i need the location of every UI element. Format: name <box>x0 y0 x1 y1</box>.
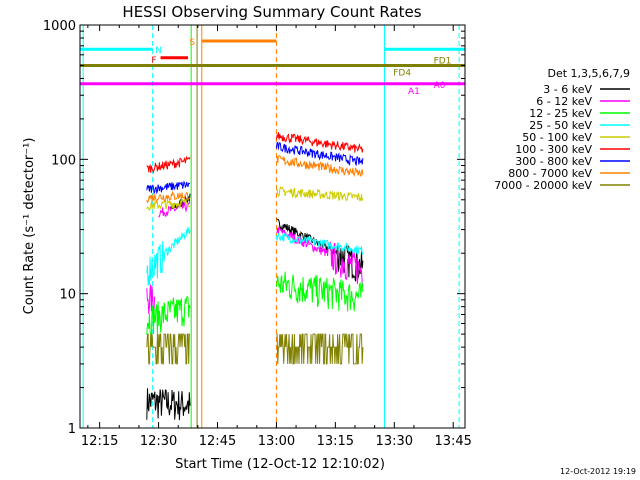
plot-frame <box>79 24 466 429</box>
flag-label-fd4: FD4 <box>393 68 411 78</box>
y-tick-label: 1000 <box>43 19 76 34</box>
series-line <box>146 388 191 421</box>
flag-label-a0: A0 <box>434 81 446 91</box>
legend-entry-label: 100 - 300 keV <box>515 143 592 156</box>
series-line <box>275 232 364 256</box>
legend-entry-label: 50 - 100 keV <box>522 131 592 144</box>
x-tick-label: 13:45 <box>434 434 471 449</box>
chart-title: HESSI Observing Summary Count Rates <box>122 3 421 21</box>
series-line <box>146 190 191 204</box>
legend-entry-label: 3 - 6 keV <box>543 83 592 96</box>
legend-entry-label: 800 - 7000 keV <box>508 167 592 180</box>
legend-entry-label: 6 - 12 keV <box>536 95 592 108</box>
y-tick-label: 1 <box>68 422 76 437</box>
legend-entry-label: 300 - 800 keV <box>515 155 592 168</box>
series-line <box>275 271 364 312</box>
x-tick-label: 13:15 <box>317 434 354 449</box>
series-line <box>146 180 191 195</box>
series-line <box>146 198 191 212</box>
flag-label-s: S <box>189 38 195 48</box>
x-tick-label: 12:45 <box>199 434 236 449</box>
flag-label-n: N <box>155 46 162 56</box>
series-line <box>276 333 364 365</box>
legend-entry-label: 25 - 50 keV <box>529 119 592 132</box>
series-line <box>276 186 364 202</box>
series-line <box>146 155 191 174</box>
y-tick-label: 10 <box>59 288 76 303</box>
x-axis-label: Start Time (12-Oct-12 12:10:02) <box>175 457 385 472</box>
series-line <box>146 333 190 365</box>
x-tick-label: 12:30 <box>140 434 177 449</box>
footer-timestamp: 12-Oct-2012 19:19 <box>560 467 636 476</box>
series-line <box>146 284 156 314</box>
series-line <box>158 200 191 218</box>
series-line <box>275 141 364 167</box>
x-tick-label: 13:00 <box>258 434 295 449</box>
legend-entry-label: 7000 - 20000 keV <box>494 179 592 192</box>
flag-label-fd1: FD1 <box>434 56 452 66</box>
series-line <box>146 226 191 286</box>
series-line <box>275 155 364 178</box>
x-tick-label: 12:15 <box>81 434 118 449</box>
flag-label-a1: A1 <box>408 87 420 97</box>
series-line <box>276 225 364 287</box>
series-line <box>146 295 191 337</box>
y-tick-label: 100 <box>51 153 76 168</box>
flag-label-f: F <box>151 56 156 66</box>
series-line <box>275 131 364 153</box>
legend-title: Det 1,3,5,6,7,9 <box>547 67 630 80</box>
x-tick-label: 13:30 <box>376 434 413 449</box>
y-axis-label: Count Rate (s⁻¹ detector⁻¹) <box>22 138 37 315</box>
legend-entry-label: 12 - 25 keV <box>529 107 592 120</box>
